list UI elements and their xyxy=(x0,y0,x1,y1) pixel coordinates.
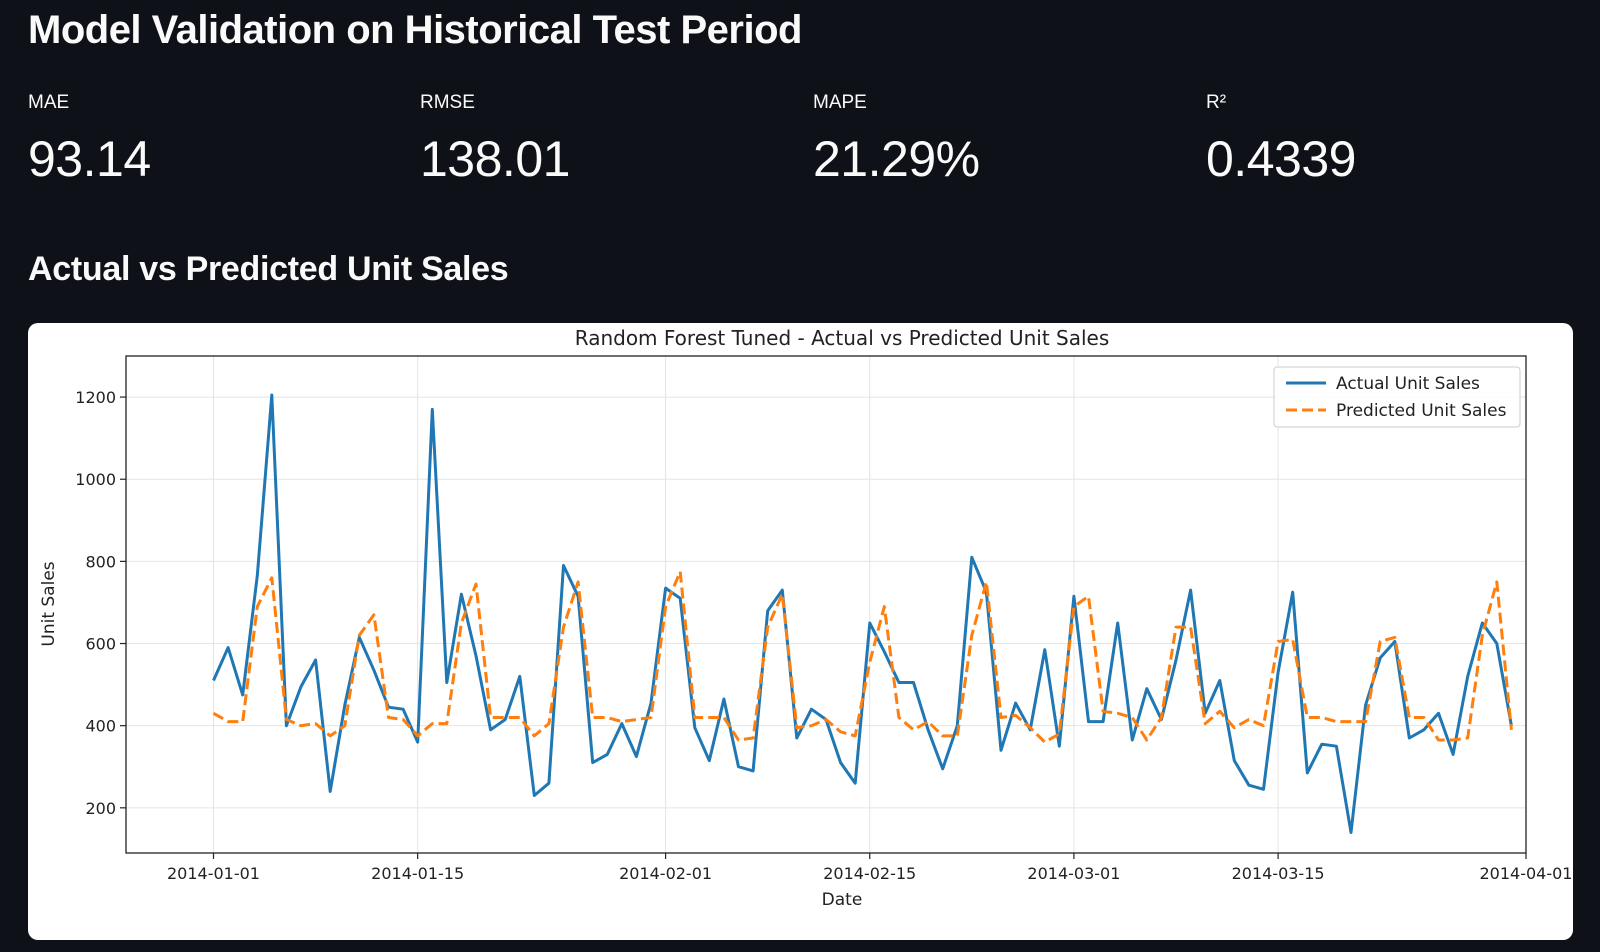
y-tick-label: 200 xyxy=(85,799,116,818)
metric-value: 93.14 xyxy=(28,131,151,187)
series-line-predicted xyxy=(212,570,1513,744)
x-axis-title: Date xyxy=(822,890,863,910)
y-tick-label: 1000 xyxy=(75,470,116,489)
metric-mape: MAPE 21.29% xyxy=(813,92,980,188)
y-tick-label: 800 xyxy=(85,552,116,571)
chart-grid xyxy=(126,356,1527,853)
x-tick-label: 2014-04-01 xyxy=(1480,864,1573,883)
x-tick-label: 2014-01-01 xyxy=(167,864,260,883)
x-tick-label: 2014-03-15 xyxy=(1232,864,1325,883)
chart-title: Random Forest Tuned - Actual vs Predicte… xyxy=(575,326,1110,350)
metric-label: MAE xyxy=(28,92,70,113)
metric-mae: MAE 93.14 xyxy=(28,92,151,188)
x-axis: 2014-01-01 2014-01-15 2014-02-01 2014-02-15… xyxy=(167,853,1572,883)
series-line-actual xyxy=(212,393,1513,834)
x-tick-label: 2014-01-15 xyxy=(371,864,464,883)
chart-legend: Actual Unit Sales Predicted Unit Sales xyxy=(1273,366,1521,428)
metric-label: RMSE xyxy=(420,92,475,113)
legend-label-predicted: Predicted Unit Sales xyxy=(1336,401,1507,421)
x-tick-label: 2014-03-01 xyxy=(1027,864,1120,883)
metric-label: MAPE xyxy=(813,92,867,113)
y-tick-label: 1200 xyxy=(75,388,116,407)
metrics-row: MAE 93.14 RMSE 138.01 MAPE 21.29% R² 0.4… xyxy=(28,92,1588,202)
metric-rmse: RMSE 138.01 xyxy=(420,92,570,188)
section-title: Actual vs Predicted Unit Sales xyxy=(28,250,509,288)
x-tick-label: 2014-02-15 xyxy=(823,864,916,883)
metric-value: 0.4339 xyxy=(1206,131,1356,187)
legend-label-actual: Actual Unit Sales xyxy=(1336,374,1480,394)
metric-r2: R² 0.4339 xyxy=(1206,92,1356,188)
y-tick-label: 600 xyxy=(85,635,116,654)
y-tick-label: 400 xyxy=(85,717,116,736)
page-title: Model Validation on Historical Test Peri… xyxy=(28,8,802,52)
legend-box xyxy=(1273,366,1521,428)
metric-value: 21.29% xyxy=(813,131,980,187)
metric-label: R² xyxy=(1206,92,1227,113)
plot-frame xyxy=(125,355,1527,854)
metric-value: 138.01 xyxy=(420,131,570,187)
chart-card: Random Forest Tuned - Actual vs Predicte… xyxy=(28,323,1573,940)
x-tick-label: 2014-02-01 xyxy=(619,864,712,883)
y-axis: 200 400 600 800 1000 1200 xyxy=(75,388,126,818)
chart-series xyxy=(212,393,1513,834)
y-axis-title: Unit Sales xyxy=(39,561,59,646)
line-chart: Random Forest Tuned - Actual vs Predicte… xyxy=(39,326,1572,910)
